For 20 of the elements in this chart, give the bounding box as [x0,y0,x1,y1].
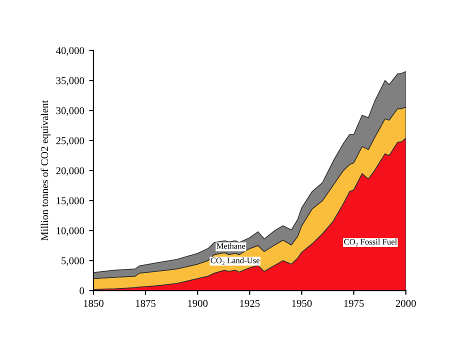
x-tick-label: 2000 [396,300,416,307]
y-axis-title: Million tonnes of CO2 equivalent [40,100,50,241]
y-tick-label: 35,000 [56,77,84,86]
x-tick-label: 1975 [344,300,364,307]
y-tick-label: 40,000 [56,47,84,56]
y-tick-label: 20,000 [56,167,84,176]
x-tick-label: 1850 [84,300,104,307]
y-tick-label: 25,000 [56,137,84,146]
y-tick-label: 0 [80,287,84,294]
x-tick-label: 1875 [136,300,156,307]
x-tick-label: 1900 [188,300,208,307]
y-tick-label: 15,000 [56,197,84,206]
series-label: CO₂ Land-Use [210,257,260,265]
y-tick-label: 10,000 [56,227,84,236]
series-label: Methane [216,242,246,249]
x-tick-label: 1950 [292,300,312,307]
y-tick-label: 30,000 [56,107,84,116]
series-label: CO₂ Fossil Fuel [344,238,397,246]
y-tick-label: 5,000 [62,257,84,266]
x-tick-label: 1925 [240,300,260,307]
